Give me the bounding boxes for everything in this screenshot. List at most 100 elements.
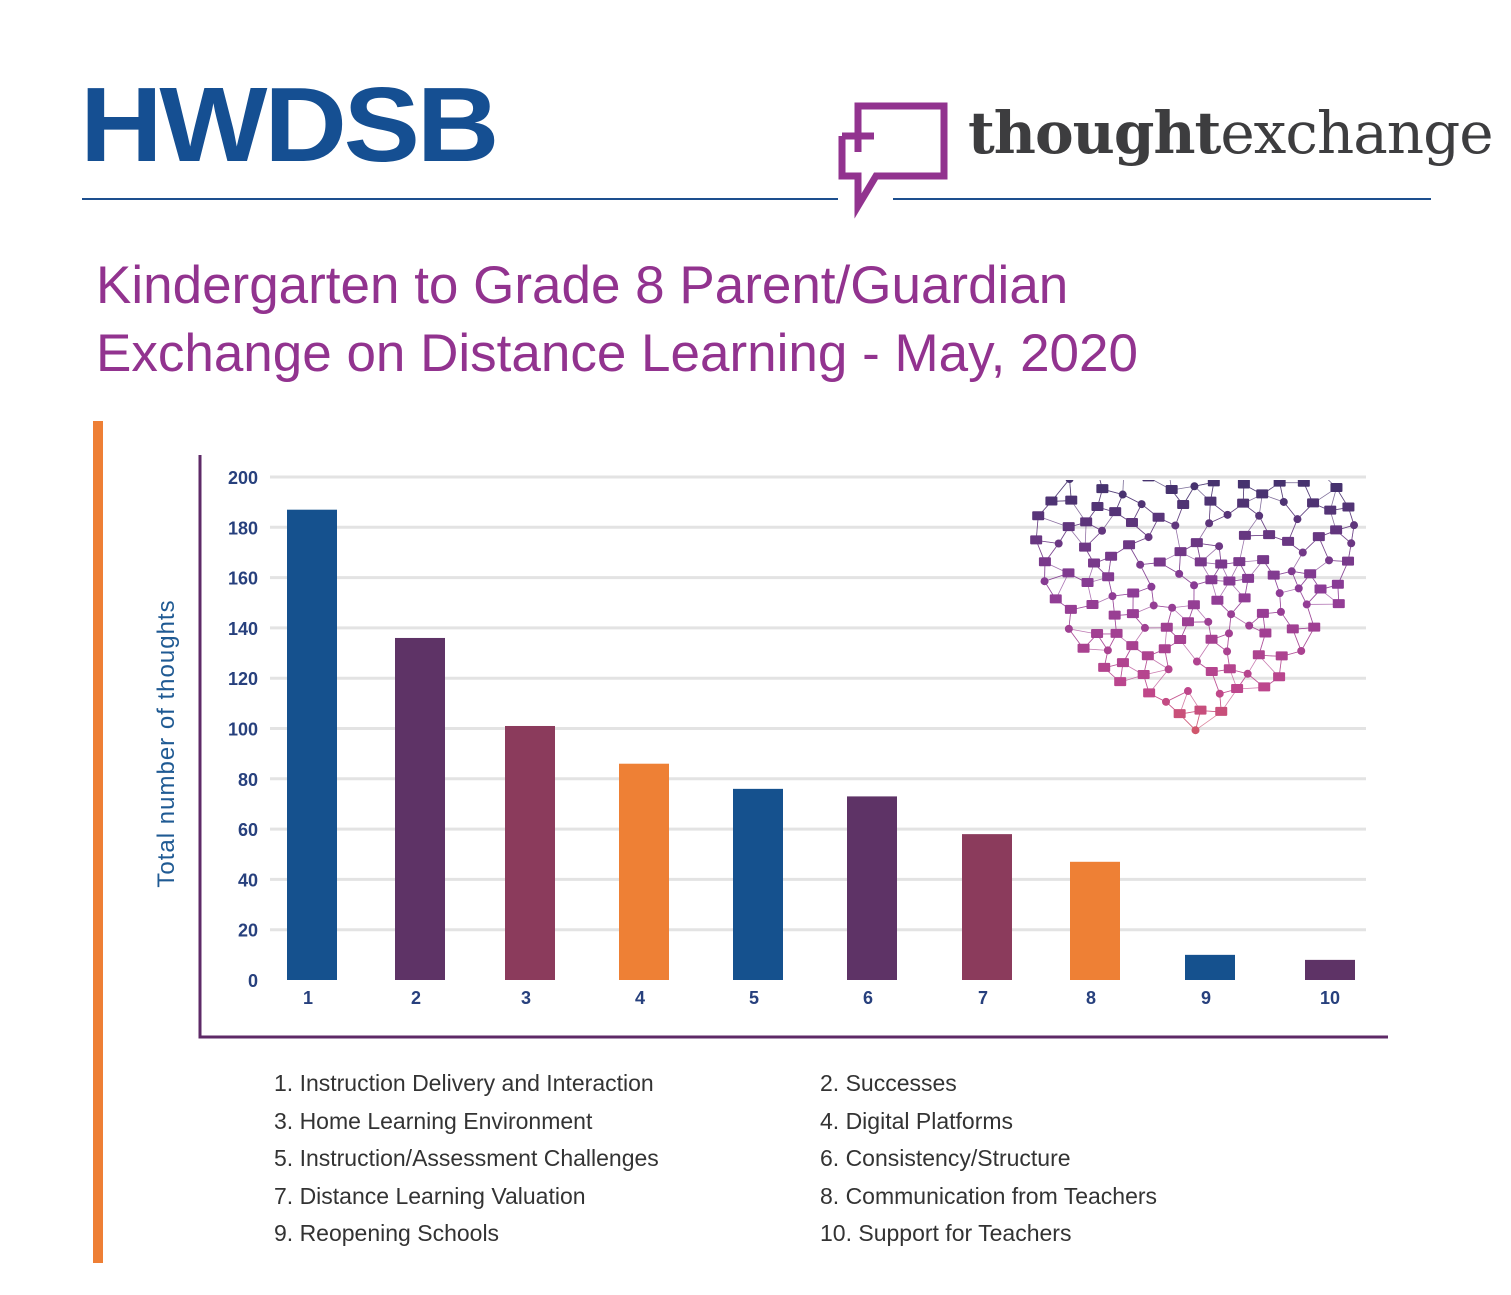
network-node: [1160, 622, 1173, 632]
network-node: [1287, 567, 1296, 576]
network-node: [1174, 635, 1187, 645]
y-tick-label: 0: [248, 971, 258, 991]
y-tick-label: 140: [228, 619, 258, 639]
network-node: [1077, 643, 1090, 653]
y-tick-label: 160: [228, 569, 258, 589]
network-node: [1049, 594, 1062, 604]
network-node: [1255, 511, 1264, 520]
network-node: [1062, 522, 1075, 532]
network-node: [1238, 530, 1251, 540]
network-node: [1165, 485, 1178, 495]
network-node: [1245, 621, 1254, 630]
network-node: [1207, 480, 1220, 487]
network-node: [1286, 624, 1299, 634]
bar-2: [395, 637, 445, 980]
network-node: [1205, 634, 1218, 644]
network-node: [1223, 510, 1232, 519]
network-node: [1194, 557, 1207, 567]
network-node: [1224, 629, 1233, 638]
network-node: [1267, 570, 1280, 580]
y-axis-title: Total number of thoughts: [153, 599, 180, 887]
network-node: [1330, 482, 1343, 492]
network-node: [1152, 512, 1165, 522]
title-line-1: Kindergarten to Grade 8 Parent/Guardian: [96, 256, 1069, 315]
network-node: [1054, 539, 1063, 548]
network-node: [1136, 560, 1145, 569]
network-node: [1276, 607, 1285, 616]
network-node: [1038, 557, 1051, 567]
network-node: [1064, 604, 1077, 614]
legend-item: 4. Digital Platforms: [820, 1107, 1014, 1134]
network-node: [1064, 624, 1073, 633]
network-node: [1204, 617, 1213, 626]
network-node: [1242, 573, 1255, 583]
network-node: [1297, 480, 1310, 487]
network-node: [1331, 579, 1344, 589]
network-node: [1091, 629, 1104, 639]
network-node: [1079, 542, 1092, 552]
y-tick-label: 80: [238, 770, 258, 790]
network-node: [1144, 533, 1153, 542]
network-node: [1205, 519, 1214, 528]
legend-item: 1. Instruction Delivery and Interaction: [274, 1070, 654, 1096]
x-tick-label: 3: [521, 988, 531, 1008]
network-node: [1164, 665, 1173, 674]
y-tick-label: 180: [228, 518, 258, 538]
network-node: [1141, 651, 1154, 661]
network-node: [1204, 496, 1217, 506]
network-node: [1183, 687, 1192, 696]
bar-9: [1185, 954, 1235, 980]
y-tick-label: 100: [228, 720, 258, 740]
network-node: [1350, 521, 1359, 530]
network-node: [1256, 489, 1269, 499]
legend-item: 2. Successes: [820, 1070, 957, 1096]
network-node: [1324, 505, 1337, 515]
network-node: [1081, 577, 1094, 587]
network-node: [1158, 644, 1171, 654]
x-tick-label: 8: [1086, 988, 1096, 1008]
x-tick-label: 7: [978, 988, 988, 1008]
network-node: [1294, 584, 1303, 593]
network-node: [1065, 480, 1074, 484]
network-node: [1308, 622, 1321, 632]
title-line-2: Exchange on Distance Learning - May, 202…: [96, 324, 1138, 383]
accent-bar: [93, 421, 103, 1263]
network-node: [1259, 628, 1272, 638]
network-node: [1215, 559, 1228, 569]
network-node: [1223, 664, 1236, 674]
network-node: [1223, 576, 1236, 586]
network-node: [1314, 584, 1327, 594]
network-node: [1258, 682, 1271, 692]
legend-item: 5. Instruction/Assessment Challenges: [274, 1145, 659, 1171]
network-node: [1153, 557, 1166, 567]
x-tick-label: 2: [411, 988, 421, 1008]
network-node: [1105, 551, 1118, 561]
network-node: [1273, 672, 1286, 682]
network-node: [1190, 581, 1199, 590]
bar-8: [1070, 861, 1120, 980]
logo-word-light: exchange: [1220, 99, 1493, 167]
hwdsb-logo: HWDSB: [80, 66, 499, 184]
network-node: [1108, 592, 1117, 601]
network-node: [1040, 577, 1049, 586]
network-node: [1103, 646, 1112, 655]
x-tick-label: 6: [863, 988, 873, 1008]
network-node: [1173, 709, 1186, 719]
page-title: Kindergarten to Grade 8 Parent/Guardian …: [96, 252, 1476, 388]
network-node: [1302, 600, 1311, 609]
network-node: [1211, 595, 1224, 605]
network-node: [1263, 530, 1276, 540]
x-tick-label: 9: [1201, 988, 1211, 1008]
network-node: [1149, 601, 1158, 610]
bar-1: [287, 509, 337, 980]
network-node: [1275, 651, 1288, 661]
network-node: [1282, 536, 1295, 546]
y-tick-label: 200: [228, 468, 258, 488]
bar-3: [505, 725, 555, 980]
network-node: [1175, 569, 1184, 578]
network-node: [1174, 547, 1187, 557]
network-node: [1088, 558, 1101, 568]
network-node: [1062, 568, 1075, 578]
network-node: [1273, 480, 1286, 487]
x-tick-label: 1: [303, 988, 313, 1008]
